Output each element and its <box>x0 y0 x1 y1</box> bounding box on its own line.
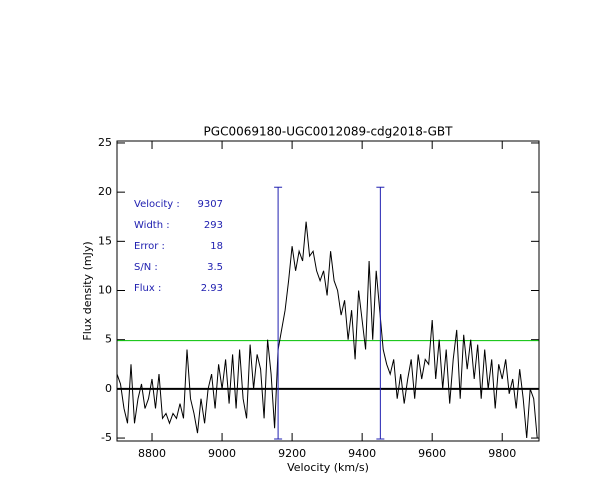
spectrum-line <box>116 221 538 439</box>
annotation-label: Error : <box>134 241 165 252</box>
annotation-value: 293 <box>204 220 223 231</box>
plot-frame <box>116 140 540 442</box>
y-axis-label: Flux density (mJy) <box>81 241 94 340</box>
y-tick-label: 25 <box>98 136 112 149</box>
x-tick-label: 9600 <box>418 447 446 460</box>
x-tick-label: 9000 <box>208 447 236 460</box>
chart-title: PGC0069180-UGC0012089-cdg2018-GBT <box>204 125 454 139</box>
y-tick-label: -5 <box>101 431 112 444</box>
annotation-label: Width : <box>134 220 170 231</box>
x-tick-label: 9800 <box>488 447 516 460</box>
y-tick-label: 10 <box>98 284 112 297</box>
y-tick-label: 20 <box>98 185 112 198</box>
annotation-value: 2.93 <box>201 283 223 294</box>
y-tick-label: 15 <box>98 234 112 247</box>
y-tick-label: 0 <box>105 382 112 395</box>
x-tick-label: 9200 <box>278 447 306 460</box>
annotation-value: 9307 <box>198 199 223 210</box>
x-tick-label: 8800 <box>138 447 166 460</box>
x-tick-label: 9400 <box>348 447 376 460</box>
annotation-value: 3.5 <box>207 262 223 273</box>
annotation-label: Flux : <box>134 283 161 294</box>
annotation-label: Velocity : <box>134 199 180 210</box>
x-axis-label: Velocity (km/s) <box>287 461 369 474</box>
annotation-value: 18 <box>210 241 223 252</box>
annotation-label: S/N : <box>134 262 158 273</box>
y-tick-label: 5 <box>105 333 112 346</box>
